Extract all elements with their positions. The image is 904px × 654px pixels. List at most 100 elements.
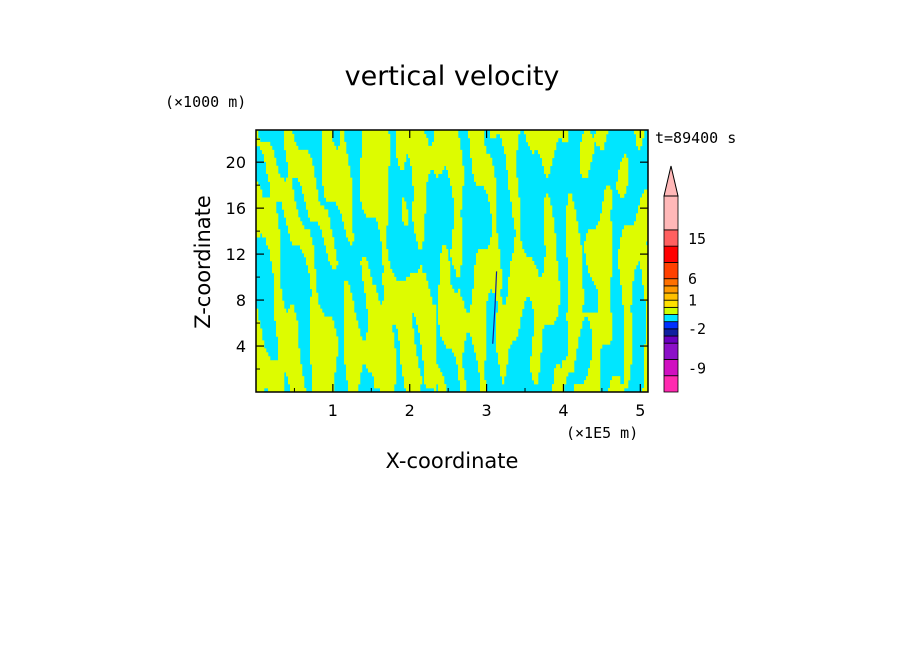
- updraft-streak: [500, 268, 503, 290]
- updraft-streak: [304, 229, 307, 258]
- updraft-streak: [460, 149, 463, 210]
- updraft-streak: [610, 221, 613, 278]
- updraft-streak: [422, 272, 425, 361]
- updraft-streak: [580, 141, 583, 174]
- updraft-streak: [310, 296, 313, 365]
- updraft-streak: [326, 130, 329, 202]
- updraft-streak: [288, 130, 291, 234]
- updraft-streak: [588, 229, 591, 274]
- updraft-streak: [586, 376, 589, 392]
- x-unit-label: (×1E5 m): [566, 424, 638, 442]
- colorbar-label: -9: [688, 360, 706, 378]
- updraft-streak: [584, 241, 587, 254]
- updraft-streak: [286, 130, 289, 163]
- updraft-streak: [338, 145, 341, 210]
- updraft-streak: [450, 249, 453, 258]
- updraft-streak: [298, 217, 301, 246]
- updraft-streak: [492, 130, 495, 139]
- updraft-streak: [478, 130, 481, 186]
- updraft-streak: [446, 249, 449, 349]
- updraft-streak: [302, 225, 305, 254]
- colorbar-swatch: [663, 292, 679, 301]
- updraft-streak: [424, 133, 427, 214]
- updraft-streak: [566, 356, 569, 377]
- updraft-streak: [334, 145, 337, 202]
- updraft-streak: [334, 249, 337, 270]
- updraft-streak: [476, 253, 479, 361]
- updraft-streak: [568, 193, 571, 373]
- updraft-streak: [344, 280, 347, 365]
- updraft-streak: [532, 261, 535, 309]
- updraft-streak: [366, 332, 369, 369]
- updraft-streak: [610, 312, 613, 341]
- updraft-streak: [480, 130, 483, 186]
- colorbar-swatch: [663, 262, 679, 280]
- updraft-streak: [354, 312, 357, 392]
- updraft-streak: [322, 312, 325, 392]
- updraft-streak: [258, 320, 261, 392]
- updraft-streak: [258, 137, 261, 147]
- updraft-streak: [594, 229, 597, 286]
- colorbar-swatch: [663, 335, 679, 344]
- y-tick-label: 8: [236, 291, 246, 310]
- updraft-streak: [510, 130, 513, 202]
- updraft-streak: [394, 348, 397, 385]
- updraft-streak: [300, 221, 303, 250]
- updraft-streak: [486, 249, 489, 301]
- updraft-streak: [566, 205, 569, 258]
- updraft-streak: [260, 141, 263, 151]
- updraft-streak: [602, 130, 605, 151]
- updraft-streak: [404, 201, 407, 226]
- updraft-streak: [624, 225, 627, 389]
- updraft-streak: [494, 130, 497, 139]
- updraft-streak: [582, 312, 585, 321]
- colorbar-extend-arrow: [663, 165, 679, 197]
- updraft-streak: [362, 340, 365, 365]
- x-tick-label: 3: [481, 401, 491, 420]
- updraft-streak: [590, 312, 593, 329]
- updraft-streak: [276, 213, 279, 337]
- updraft-streak: [590, 360, 593, 392]
- updraft-streak: [634, 221, 637, 270]
- updraft-streak: [474, 130, 477, 182]
- updraft-streak: [484, 145, 487, 190]
- updraft-streak: [366, 130, 369, 218]
- updraft-streak: [266, 352, 269, 389]
- x-tick-label: 4: [558, 401, 568, 420]
- updraft-streak: [340, 130, 343, 214]
- updraft-streak: [438, 130, 441, 174]
- updraft-streak: [428, 145, 431, 174]
- updraft-streak: [450, 130, 453, 186]
- updraft-streak: [442, 245, 445, 341]
- updraft-streak: [504, 304, 507, 377]
- updraft-streak: [380, 130, 383, 242]
- updraft-streak: [256, 181, 259, 238]
- updraft-streak: [286, 312, 289, 377]
- updraft-streak: [412, 328, 415, 392]
- updraft-streak: [382, 272, 385, 286]
- updraft-streak: [364, 257, 367, 294]
- updraft-streak: [328, 130, 331, 202]
- x-tick-label: 5: [635, 401, 645, 420]
- updraft-streak: [270, 360, 273, 392]
- updraft-streak: [502, 130, 505, 147]
- updraft-streak: [256, 308, 259, 392]
- updraft-streak: [466, 312, 469, 333]
- updraft-streak: [272, 360, 275, 392]
- updraft-streak: [346, 153, 349, 238]
- updraft-streak: [558, 280, 561, 305]
- updraft-streak: [348, 284, 351, 392]
- updraft-streak: [506, 296, 509, 365]
- updraft-streak: [284, 181, 287, 218]
- updraft-streak: [580, 245, 583, 329]
- updraft-streak: [388, 261, 391, 392]
- updraft-streak: [426, 280, 429, 389]
- updraft-streak: [548, 197, 551, 325]
- updraft-streak: [256, 130, 259, 147]
- updraft-streak: [448, 130, 451, 178]
- updraft-streak: [332, 237, 335, 270]
- updraft-streak: [594, 312, 597, 392]
- updraft-streak: [264, 197, 267, 238]
- updraft-streak: [608, 388, 611, 392]
- updraft-streak: [460, 217, 463, 266]
